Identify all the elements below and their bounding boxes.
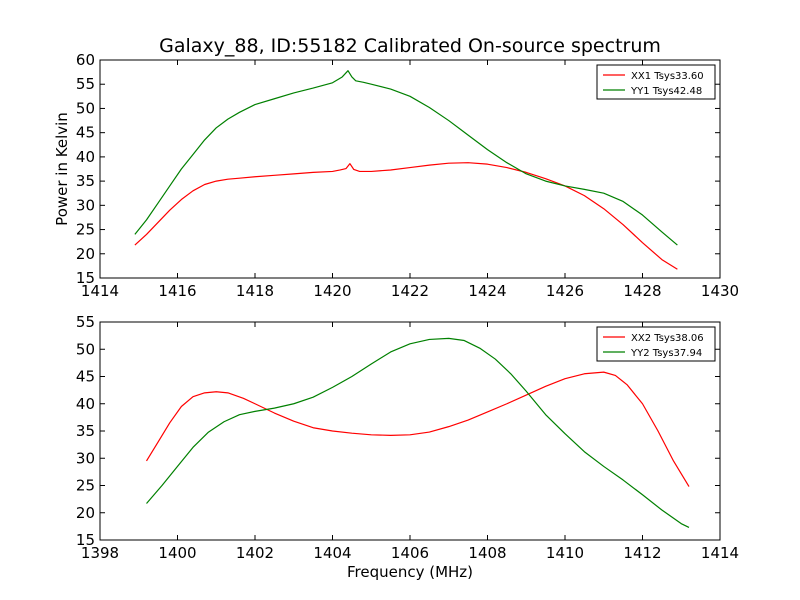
x-tick-label: 1428 [623,282,661,300]
series-line-2-2 [146,337,690,529]
y-tick-label: 50 [76,99,95,117]
legend-label: YY1 Tsys42.48 [630,86,702,97]
x-tick-label: 1406 [391,544,429,562]
x-tick-label: 1418 [236,282,274,300]
x-tick-label: 1430 [701,282,739,300]
series-line-1-1 [134,162,678,270]
y-tick-label: 60 [76,51,95,69]
legend-box [596,64,716,100]
x-tick-label: 1414 [81,282,119,300]
x-tick-label: 1414 [701,544,739,562]
y-tick-label: 20 [76,245,95,263]
y-tick-label: 20 [76,504,95,522]
x-tick-label: 1420 [313,282,351,300]
chart-panel-2: 1398 1400 1402 1404 1406 1408 1410 1412 1414 15 20… [76,313,739,581]
x-tick-label: 1402 [236,544,274,562]
x-tick-label: 1410 [546,544,584,562]
y-tick-label: 35 [76,172,95,190]
legend-box [596,326,716,362]
legend-label: XX2 Tsys38.06 [631,333,704,344]
legend: XX2 Tsys38.06 YY2 Tsys37.94 [596,326,716,362]
y-axis-label: Power in Kelvin [53,112,71,226]
legend-label: XX1 Tsys33.60 [631,71,704,82]
y-tick-label: 40 [76,148,95,166]
x-tick-label: 1422 [391,282,429,300]
y-tick-label: 35 [76,422,95,440]
x-axis-label: Frequency (MHz) [347,563,473,581]
y-tick-label: 15 [76,531,95,549]
x-tick-label: 1412 [623,544,661,562]
y-tick-label: 15 [76,269,95,287]
legend: XX1 Tsys33.60 YY1 Tsys42.48 [596,64,716,100]
series-line-2-1 [145,371,690,487]
y-tick-label: 30 [76,449,95,467]
y-tick-label: 45 [76,368,95,386]
y-tick-label: 25 [76,221,95,239]
x-tick-label: 1426 [546,282,584,300]
y-tick-label: 55 [76,75,95,93]
x-tick-label: 1404 [313,544,351,562]
y-tick-label: 40 [76,395,95,413]
chart-title: Galaxy_88, ID:55182 Calibrated On-source… [159,35,661,57]
x-tick-label: 1400 [158,544,196,562]
legend-label: YY2 Tsys37.94 [630,348,702,359]
x-tick-label: 1408 [468,544,506,562]
y-tick-label: 30 [76,196,95,214]
y-tick-label: 45 [76,124,95,142]
x-tick-label: 1424 [468,282,506,300]
x-tick-label: 1416 [158,282,196,300]
series-line-1-2 [134,70,678,246]
chart-panel-1: 1414 1416 1418 1420 1422 1424 1426 1428 1430 15 20… [53,35,739,300]
x-tick-label: 1398 [81,544,119,562]
y-tick-label: 25 [76,477,95,495]
y-tick-label: 50 [76,340,95,358]
y-tick-label: 55 [76,313,95,331]
